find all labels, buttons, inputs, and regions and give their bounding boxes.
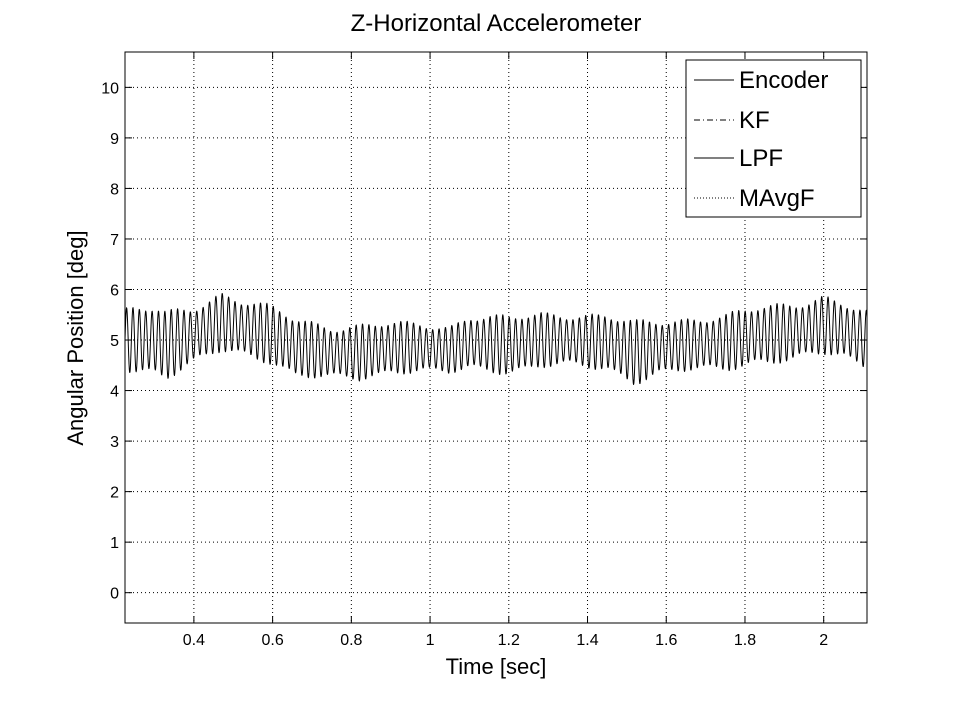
x-tick-label: 0.6: [261, 632, 283, 649]
plot-frame: [124, 51, 868, 624]
x-tick-label: 1.8: [734, 632, 756, 649]
legend-label-kf: KF: [739, 107, 770, 134]
legend: Encoder KF LPF MAvgF: [685, 59, 862, 218]
y-tick-label: 4: [110, 384, 119, 401]
series-line-encoder: [124, 293, 868, 386]
x-tick-label: 1.2: [498, 632, 520, 649]
y-tick-label: 10: [101, 80, 119, 97]
x-tick-label: 2: [819, 632, 828, 649]
y-tick-label: 7: [110, 232, 119, 249]
x-axis-label: Time [sec]: [446, 654, 547, 679]
y-tick-label: 5: [110, 333, 119, 350]
y-tick-label: 8: [110, 181, 119, 198]
x-tick-label: 0.4: [183, 632, 205, 649]
y-tick-label: 1: [110, 535, 119, 552]
x-tick-label: 0.8: [340, 632, 362, 649]
legend-label-lpf: LPF: [739, 145, 783, 172]
legend-label-encoder: Encoder: [739, 67, 828, 94]
y-tick-label: 2: [110, 485, 119, 502]
legend-label-mavgf: MAvgF: [739, 185, 815, 212]
chart-title: Z-Horizontal Accelerometer: [351, 10, 642, 37]
y-tick-label: 9: [110, 131, 119, 148]
x-tick-label: 1.4: [576, 632, 598, 649]
y-tick-label: 3: [110, 434, 119, 451]
x-tick-label: 1.6: [655, 632, 677, 649]
y-axis-label: Angular Position [deg]: [63, 230, 88, 445]
legend-box: [685, 59, 862, 218]
series-layer: [124, 293, 868, 386]
x-tick-label: 1: [426, 632, 435, 649]
tick-labels: 0.4 0.6 0.8 1 1.2 1.4 1.6 1.8 2 0 1 2 3 4 5 6 7 8 9 10: [101, 80, 828, 649]
ticks: [125, 52, 867, 623]
y-tick-label: 6: [110, 282, 119, 299]
y-tick-label: 0: [110, 586, 119, 603]
